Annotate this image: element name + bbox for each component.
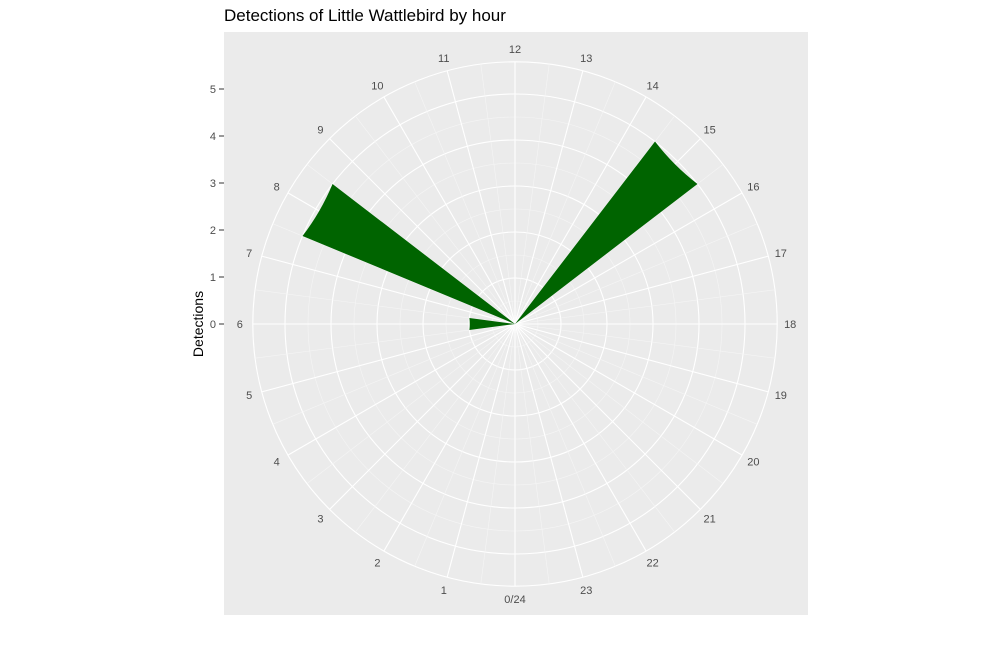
major-grid-spoke: [446, 70, 516, 325]
minor-grid-spoke: [514, 81, 616, 325]
major-grid-spoke: [514, 323, 701, 510]
x-tick-label: 18: [784, 319, 796, 331]
x-tick-label: 22: [646, 557, 658, 569]
bar-hour-15: [515, 141, 698, 324]
x-tick-label: 3: [317, 514, 323, 526]
x-tick-label: 23: [580, 585, 592, 597]
major-grid-spoke: [514, 255, 769, 325]
x-tick-label: 10: [371, 81, 383, 93]
x-tick-label: 14: [646, 81, 658, 93]
y-tick-label: 5: [210, 84, 216, 96]
minor-grid-spoke: [514, 64, 550, 325]
y-tick-label: 2: [210, 225, 216, 237]
grid: [252, 61, 778, 587]
y-tick-label: 0: [210, 319, 216, 331]
major-grid-spoke: [287, 323, 516, 456]
y-axis: 0 1 2 3 4 5: [210, 84, 224, 331]
x-tick-label: 7: [246, 248, 252, 260]
y-tick-label: 3: [210, 178, 216, 190]
major-grid-spoke: [514, 323, 584, 578]
minor-grid-spoke: [414, 81, 516, 325]
minor-grid-spoke: [480, 64, 516, 325]
minor-grid-spoke: [514, 323, 758, 425]
x-tick-label: 17: [775, 248, 787, 260]
x-tick-label: 13: [580, 53, 592, 65]
minor-grid-spoke: [272, 323, 516, 425]
minor-grid-spoke: [514, 289, 775, 325]
x-tick-label: 5: [246, 390, 252, 402]
bar-hour-8: [302, 183, 515, 324]
major-grid-spoke: [514, 323, 769, 393]
major-grid-spoke: [514, 323, 743, 456]
minor-grid-spoke: [514, 323, 616, 567]
major-grid-spoke: [383, 96, 516, 325]
x-tick-label: 11: [438, 53, 449, 65]
bar-hour-6: [469, 317, 515, 331]
minor-grid-spoke: [514, 223, 758, 325]
major-grid-spoke: [261, 255, 516, 325]
y-tick-label: 1: [210, 272, 216, 284]
minor-grid-spoke: [514, 164, 724, 325]
y-tick-label: 4: [210, 131, 216, 143]
chart-title: Detections of Little Wattlebird by hour: [224, 6, 506, 25]
x-tick-label: 16: [747, 181, 759, 193]
minor-grid-spoke: [355, 323, 516, 533]
minor-grid-spoke: [514, 323, 775, 359]
minor-grid-spoke: [480, 323, 516, 584]
x-tick-label: 4: [274, 457, 280, 469]
x-tick-label: 9: [317, 124, 323, 136]
bars: [302, 141, 698, 331]
major-grid-spoke: [383, 323, 516, 552]
major-grid-spoke: [514, 323, 647, 552]
major-grid-spoke: [514, 192, 743, 325]
y-axis-label: Detections: [190, 291, 206, 357]
x-tick-label: 21: [703, 514, 715, 526]
major-grid-spoke: [446, 323, 516, 578]
x-tick-label: 12: [509, 44, 521, 56]
x-tick-label: 0/24: [504, 594, 525, 606]
minor-grid-spoke: [272, 223, 516, 325]
major-grid-spoke: [514, 70, 584, 325]
minor-grid-spoke: [514, 323, 550, 584]
major-grid-spoke: [514, 96, 647, 325]
minor-grid-spoke: [355, 115, 516, 325]
x-tick-label: 20: [747, 457, 759, 469]
minor-grid-spoke: [514, 323, 675, 533]
minor-grid-spoke: [514, 323, 724, 484]
x-tick-label: 15: [703, 124, 715, 136]
major-grid-spoke: [329, 138, 516, 325]
minor-grid-spoke: [414, 323, 516, 567]
minor-grid-spoke: [306, 323, 516, 484]
x-tick-label: 2: [374, 557, 380, 569]
x-tick-label: 6: [237, 319, 243, 331]
x-tick-labels: 0/24123456789101112131415161718192021222…: [237, 44, 797, 606]
x-tick-label: 8: [274, 181, 280, 193]
x-tick-label: 19: [775, 390, 787, 402]
major-grid-spoke: [261, 323, 516, 393]
x-tick-label: 1: [441, 585, 447, 597]
major-grid-spoke: [329, 323, 516, 510]
